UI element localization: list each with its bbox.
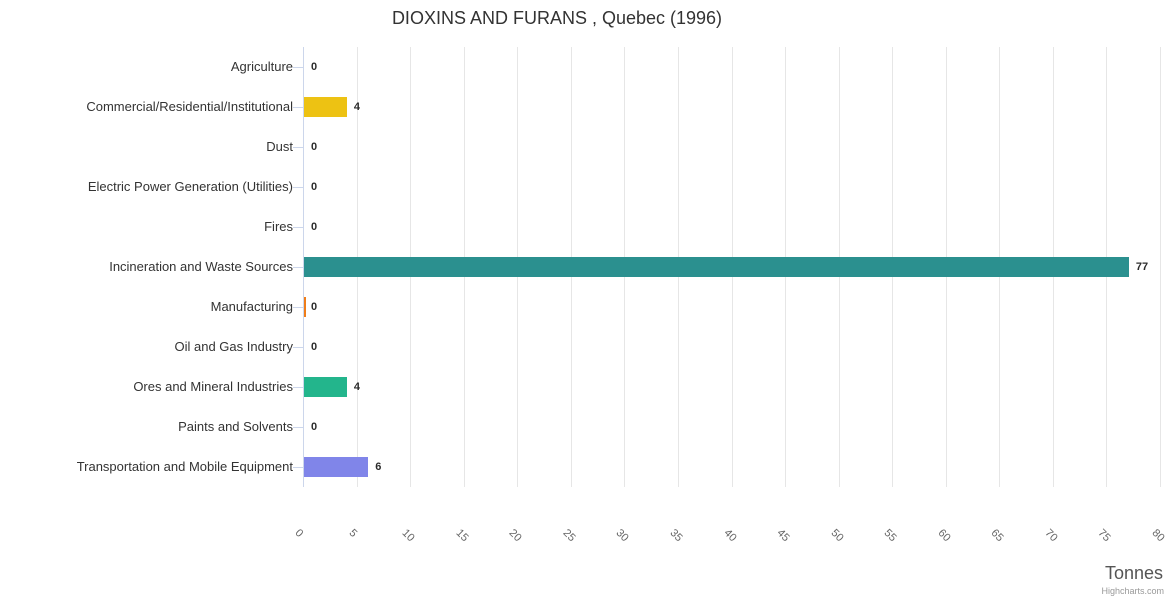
category-label: Ores and Mineral Industries xyxy=(133,379,293,394)
chart-title: DIOXINS AND FURANS , Quebec (1996) xyxy=(391,8,723,28)
data-label: 0 xyxy=(311,421,318,433)
category-tick xyxy=(293,67,303,68)
bar[interactable] xyxy=(304,377,347,397)
category-label: Manufacturing xyxy=(210,299,293,314)
category-tick xyxy=(293,347,303,348)
x-tick-label: 30 xyxy=(613,527,632,545)
x-tick-label: 5 xyxy=(346,527,359,540)
bar[interactable] xyxy=(304,97,347,117)
highcharts-credits-link[interactable]: Highcharts.com xyxy=(1101,586,1164,596)
category-label: Paints and Solvents xyxy=(178,419,293,434)
x-tick-label: 35 xyxy=(667,527,685,545)
bar[interactable] xyxy=(304,257,1129,277)
x-tick-label: 65 xyxy=(988,527,1006,545)
category-label: Electric Power Generation (Utilities) xyxy=(87,179,293,194)
x-axis-title: Tonnes xyxy=(1104,563,1163,583)
x-tick-label: 55 xyxy=(881,527,899,545)
x-tick-label: 15 xyxy=(453,527,471,545)
category-label: Transportation and Mobile Equipment xyxy=(76,459,293,474)
bar[interactable] xyxy=(304,297,306,317)
category-tick xyxy=(293,187,303,188)
x-tick-label: 80 xyxy=(1149,527,1167,545)
category-label: Agriculture xyxy=(230,59,293,74)
x-tick-label: 45 xyxy=(774,527,792,545)
plot-area: 0 5 10 15 20 25 30 35 40 45 50 55 60 65 70 75 80 Agricult… xyxy=(77,47,1167,544)
x-tick-label: 25 xyxy=(560,527,578,545)
data-label: 0 xyxy=(311,301,318,313)
category-label: Incineration and Waste Sources xyxy=(109,259,293,274)
category-tick xyxy=(293,307,303,308)
x-tick-label: 20 xyxy=(506,527,524,545)
data-label: 0 xyxy=(311,61,318,73)
gridline xyxy=(1160,47,1161,487)
x-tick-label: 10 xyxy=(399,527,417,545)
x-tick-label: 70 xyxy=(1042,527,1060,545)
x-tick-label: 75 xyxy=(1095,527,1114,545)
data-label: 4 xyxy=(353,101,360,113)
category-tick xyxy=(293,107,303,108)
x-tick-label: 50 xyxy=(828,527,846,545)
category-tick xyxy=(293,427,303,428)
data-label: 77 xyxy=(1135,261,1149,273)
data-label: 4 xyxy=(353,381,360,393)
category-label: Fires xyxy=(264,219,293,234)
category-label: Dust xyxy=(266,139,293,154)
data-label: 6 xyxy=(375,461,382,473)
data-label: 0 xyxy=(311,221,318,233)
category-tick xyxy=(293,147,303,148)
y-axis-line xyxy=(303,47,304,487)
data-label: 0 xyxy=(311,181,318,193)
category-tick xyxy=(293,227,303,228)
category-label: Oil and Gas Industry xyxy=(174,339,294,354)
x-tick-label: 40 xyxy=(721,527,739,545)
x-tick-label: 0 xyxy=(292,527,306,540)
data-label: 0 xyxy=(311,141,318,153)
bar[interactable] xyxy=(304,457,369,477)
category-tick xyxy=(293,387,303,388)
category-tick xyxy=(293,467,303,468)
category-tick xyxy=(293,267,303,268)
data-label: 0 xyxy=(311,341,318,353)
category-label: Commercial/Residential/Institutional xyxy=(86,99,293,114)
x-tick-label: 60 xyxy=(935,527,953,545)
